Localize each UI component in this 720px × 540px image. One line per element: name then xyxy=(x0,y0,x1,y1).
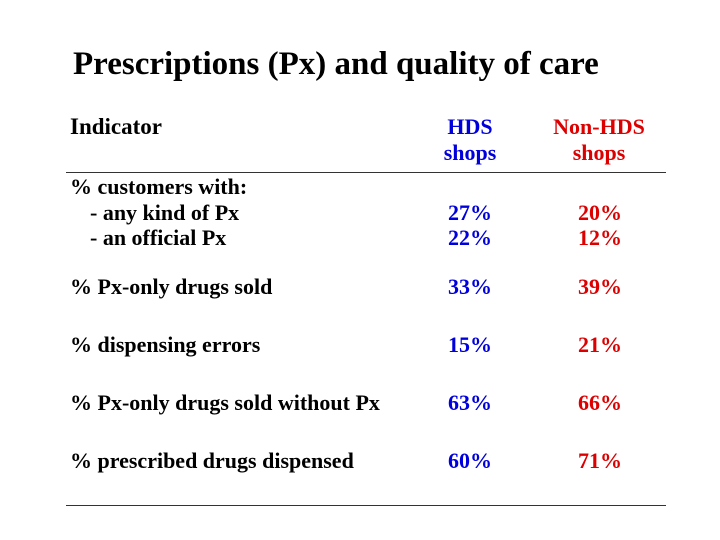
hds-header-line2: shops xyxy=(443,140,497,165)
non-hds-column-header: Non-HDS shops xyxy=(540,114,658,166)
row-label-any-px: - any kind of Px xyxy=(90,200,240,225)
row-label-official-px: - an official Px xyxy=(90,225,227,250)
hds-value-official-px: 22% xyxy=(448,225,492,250)
indicator-column-header: Indicator xyxy=(70,114,162,139)
header-divider xyxy=(66,172,666,173)
non-hds-value-px-only-without-px: 66% xyxy=(578,390,622,415)
row-label-prescribed-dispensed: % prescribed drugs dispensed xyxy=(70,448,354,473)
slide-title: Prescriptions (Px) and quality of care xyxy=(73,46,599,82)
non-hds-value-px-only-sold: 39% xyxy=(578,274,622,299)
non-hds-value-any-px: 20% xyxy=(578,200,622,225)
non-hds-value-dispensing-errors: 21% xyxy=(578,332,622,357)
group-label-customers: % customers with: xyxy=(70,174,248,199)
hds-header-line1: HDS xyxy=(447,114,493,139)
non-hds-value-prescribed-dispensed: 71% xyxy=(578,448,622,473)
hds-value-dispensing-errors: 15% xyxy=(448,332,492,357)
table-bottom-divider xyxy=(66,505,666,506)
non-hds-value-official-px: 12% xyxy=(578,225,622,250)
non-hds-header-line1: Non-HDS xyxy=(553,114,645,139)
hds-value-prescribed-dispensed: 60% xyxy=(448,448,492,473)
row-label-dispensing-errors: % dispensing errors xyxy=(70,332,261,357)
hds-column-header: HDS shops xyxy=(425,114,515,166)
row-label-px-only-without-px: % Px-only drugs sold without Px xyxy=(70,390,380,415)
hds-value-any-px: 27% xyxy=(448,200,492,225)
row-label-px-only-sold: % Px-only drugs sold xyxy=(70,274,273,299)
non-hds-header-line2: shops xyxy=(572,140,626,165)
hds-value-px-only-without-px: 63% xyxy=(448,390,492,415)
hds-value-px-only-sold: 33% xyxy=(448,274,492,299)
